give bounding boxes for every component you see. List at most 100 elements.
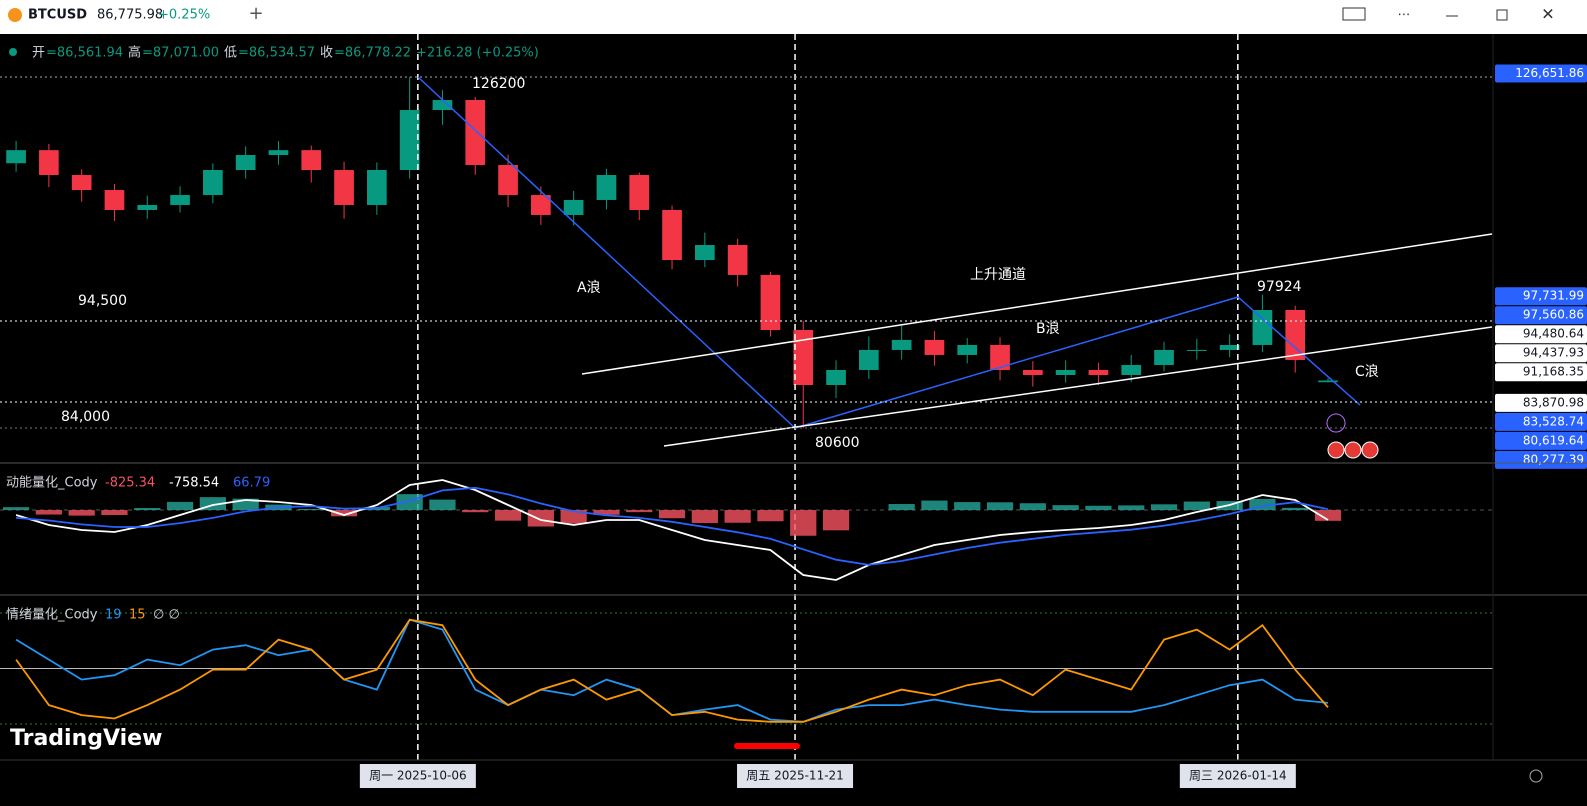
- candle-body: [629, 175, 650, 210]
- annotation: 84,000: [61, 409, 110, 425]
- price-label-box: [1495, 287, 1587, 306]
- maximize[interactable]: [1496, 9, 1508, 21]
- candle-body: [1022, 369, 1043, 375]
- indicator-value: -758.54: [169, 476, 219, 491]
- candle-body: [334, 170, 354, 205]
- candle-body: [301, 150, 322, 171]
- wave-line: [417, 76, 796, 429]
- candle-body: [367, 170, 387, 205]
- wave-line: [794, 296, 1239, 429]
- histogram-bar: [134, 507, 161, 511]
- x-tick-label: 周三 2026-01-14: [1189, 769, 1287, 783]
- histogram-bar: [1150, 504, 1178, 511]
- candle-body: [268, 150, 289, 155]
- price-label: 97,731.99: [1523, 289, 1584, 303]
- histogram-bar: [101, 510, 128, 516]
- candle-body: [39, 150, 59, 176]
- histogram-bar: [462, 510, 489, 513]
- candle-body: [1219, 344, 1240, 350]
- candle-body: [137, 204, 158, 210]
- channel-line: [581, 233, 1493, 375]
- histogram-bar: [330, 510, 358, 517]
- indicator-line: [15, 618, 1329, 723]
- candle-body: [399, 110, 420, 171]
- histogram-bar: [560, 510, 587, 524]
- candle-body: [1252, 310, 1273, 345]
- annotation: 94,500: [78, 293, 127, 309]
- histogram-bar: [1052, 505, 1079, 511]
- indicator-title: 情绪量化_Cody: [6, 608, 98, 623]
- annotation: C浪: [1355, 364, 1379, 380]
- candle-body: [104, 190, 125, 210]
- add-symbol[interactable]: +: [248, 3, 263, 24]
- ohlc-label: 开: [32, 46, 45, 61]
- candle-body: [1285, 310, 1306, 360]
- histogram-bar: [1183, 501, 1210, 511]
- indicator-value: 66.79: [233, 476, 270, 491]
- histogram-bar: [691, 510, 718, 524]
- price-label: 80,277.39: [1523, 452, 1584, 466]
- candle-body: [793, 330, 814, 385]
- price-label: 94,480.64: [1523, 327, 1584, 341]
- candle-body: [563, 199, 584, 215]
- candle-body: [531, 195, 551, 215]
- histogram-bar: [1118, 505, 1145, 511]
- event-icon[interactable]: [1361, 441, 1379, 459]
- ohlc-label: 低: [224, 46, 237, 61]
- histogram-bar: [1282, 507, 1309, 511]
- ohlc-label: 高: [128, 45, 141, 61]
- indicator-value: 19: [105, 608, 122, 623]
- price-label-box: [1495, 344, 1587, 363]
- x-tick-box: [737, 764, 854, 788]
- price-label-box: [1495, 393, 1587, 412]
- annotation: 97924: [1257, 279, 1302, 295]
- histogram-bar: [790, 510, 817, 536]
- price: 86,775.98: [97, 8, 163, 23]
- more-icon[interactable]: ⋯: [1398, 8, 1411, 23]
- price-label: 83,870.98: [1523, 395, 1584, 409]
- candle-body: [596, 175, 617, 200]
- btc-icon[interactable]: [8, 8, 22, 22]
- candle-body: [990, 344, 1010, 370]
- histogram-bar: [298, 508, 325, 511]
- candle-body: [465, 100, 486, 166]
- close[interactable]: ✕: [1541, 5, 1554, 24]
- candle-body: [1154, 349, 1174, 365]
- candle-body: [1088, 369, 1109, 375]
- event-icon[interactable]: [1326, 413, 1346, 433]
- price-label: 80,619.64: [1523, 433, 1584, 447]
- event-icon[interactable]: [1327, 441, 1345, 459]
- histogram-bar: [888, 504, 915, 511]
- settings-icon[interactable]: [1529, 769, 1543, 783]
- histogram-bar: [429, 499, 456, 511]
- histogram-bar: [658, 510, 686, 519]
- candle-body: [203, 170, 223, 196]
- price-label: 83,528.74: [1523, 414, 1584, 428]
- histogram-bar: [232, 498, 259, 511]
- histogram-bar: [626, 510, 653, 513]
- price-label-box: [1495, 64, 1587, 83]
- wave-line: [1237, 296, 1361, 406]
- ohlc-legend: 开 =86,561.94 高 =87,071.00 低 =86,534.57 收 =86,77…: [9, 45, 539, 61]
- histogram-bar: [757, 510, 784, 522]
- x-tick-box: [1179, 764, 1296, 788]
- ohlc-value: =86,534.57: [238, 46, 315, 61]
- price-label-box: [1495, 450, 1587, 469]
- price-label: 91,168.35: [1523, 365, 1584, 379]
- histogram-bar: [35, 510, 62, 515]
- layout-icon[interactable]: [1342, 7, 1366, 21]
- candle-body: [1318, 380, 1338, 383]
- annotation: 上升通道: [970, 267, 1026, 283]
- indicator-extra: ∅ ∅: [153, 608, 180, 623]
- x-tick-box: [359, 764, 476, 788]
- ohlc-change: +216.28 (+0.25%): [416, 46, 539, 61]
- x-tick-label: 周一 2025-10-06: [369, 769, 467, 783]
- event-icon[interactable]: [1344, 441, 1362, 459]
- candle-body: [858, 349, 879, 370]
- symbol[interactable]: BTCUSD: [28, 8, 87, 23]
- price-label-box: [1495, 412, 1587, 431]
- candle-body: [891, 339, 912, 350]
- candle-body: [498, 165, 518, 196]
